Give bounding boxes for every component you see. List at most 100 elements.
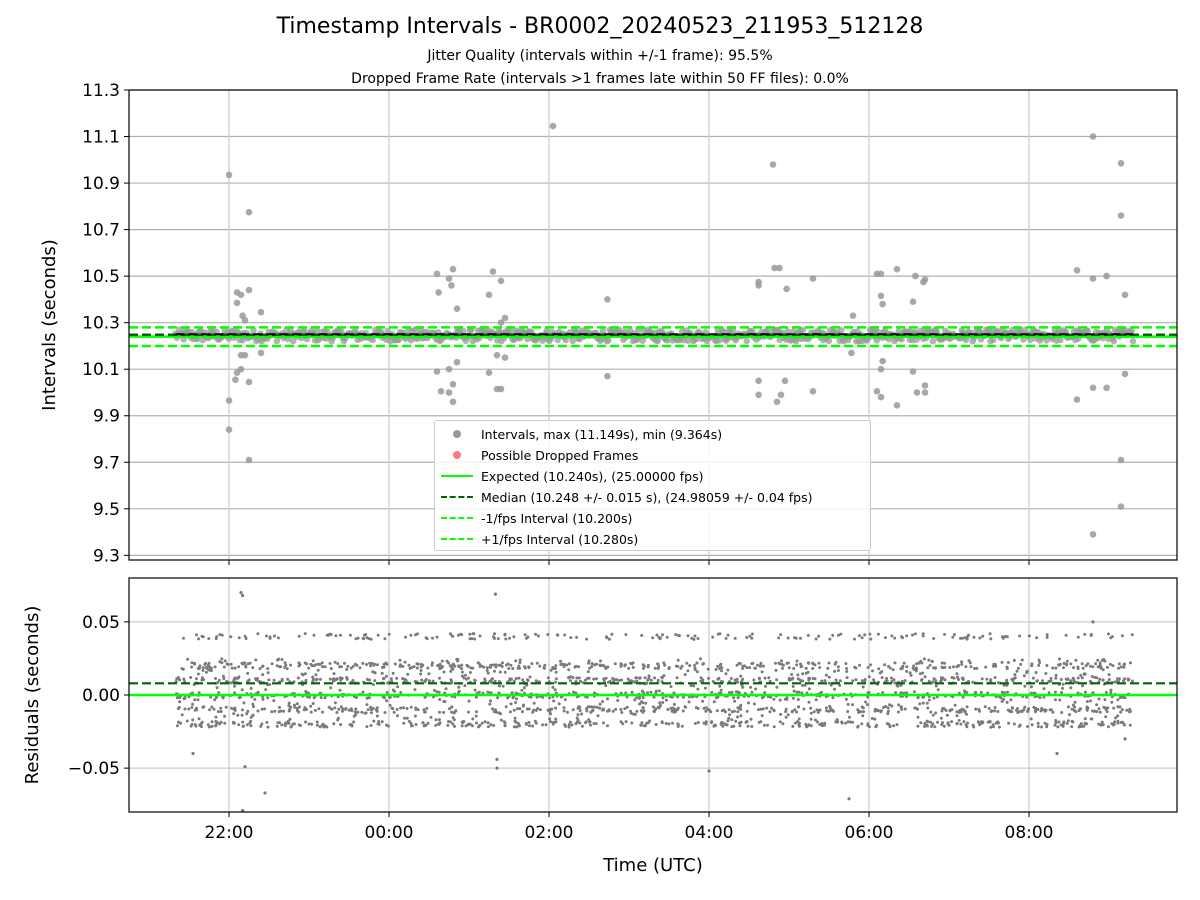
residual-point [693, 634, 697, 638]
residual-point [914, 669, 918, 673]
residual-point [958, 709, 962, 712]
residual-point [942, 707, 946, 711]
residual-point [512, 708, 516, 712]
residual-point [797, 705, 801, 709]
interval-outlier-point [445, 275, 453, 282]
residual-point [456, 633, 460, 637]
interval-outlier-point [809, 275, 817, 282]
residual-point [570, 723, 574, 727]
residual-point [292, 703, 296, 707]
residual-point [1083, 721, 1087, 725]
residual-point [438, 721, 442, 725]
residual-point [1109, 691, 1113, 695]
residual-point [214, 715, 218, 719]
residual-point [543, 663, 547, 667]
residual-point [401, 677, 404, 680]
residual-point [781, 722, 785, 726]
residual-point [1086, 662, 1090, 666]
interval-outlier-point [245, 378, 253, 386]
residual-point [641, 710, 645, 714]
interval-point [929, 337, 937, 345]
residual-point [1037, 658, 1041, 662]
residual-point [522, 703, 525, 707]
residual-point [663, 663, 667, 667]
interval-outlier-point [877, 393, 885, 401]
residual-point [1039, 709, 1043, 713]
residual-point [440, 659, 444, 663]
residual-point [343, 661, 346, 665]
residual-point [596, 714, 600, 718]
residual-point [448, 664, 452, 668]
residual-point [1033, 710, 1037, 714]
residual-point [313, 708, 317, 712]
residual-point [1085, 700, 1089, 703]
residual-point [385, 662, 389, 666]
residual-point [369, 724, 373, 727]
residual-point [592, 677, 596, 681]
residual-point [719, 688, 723, 692]
residual-point [504, 705, 508, 709]
residual-point [1061, 682, 1065, 686]
interval-outlier-point [497, 277, 505, 285]
residual-point [764, 684, 767, 688]
residual-point [905, 669, 909, 673]
residual-point [220, 633, 224, 637]
bottom-y-tick-label: 0.00 [82, 686, 120, 706]
residual-point [750, 632, 754, 636]
residual-point [365, 703, 369, 707]
residual-point [899, 683, 903, 687]
residual-point [438, 676, 441, 680]
residual-point [706, 708, 710, 712]
residual-point [375, 663, 379, 667]
residual-point [860, 636, 864, 640]
residual-point [778, 698, 782, 702]
residual-point [197, 691, 201, 695]
residual-point [466, 676, 470, 680]
residual-point [877, 667, 881, 671]
residual-point [363, 711, 367, 715]
residual-point [373, 679, 377, 683]
residual-point [936, 688, 940, 692]
residual-point [598, 706, 602, 710]
residual-point [1023, 684, 1027, 688]
residual-point [927, 679, 931, 683]
residual-point [399, 691, 403, 694]
residual-point [268, 635, 272, 639]
residual-point [314, 673, 318, 677]
residual-point [748, 634, 752, 638]
residual-point [1002, 698, 1006, 701]
residual-point [823, 679, 827, 683]
residual-point [635, 709, 639, 713]
residual-point [661, 633, 664, 637]
residual-points [174, 591, 1134, 813]
residual-point [851, 720, 854, 724]
residual-point [557, 702, 561, 706]
residual-point [693, 722, 697, 725]
residual-point [1051, 710, 1055, 714]
residual-point [647, 674, 651, 678]
residual-point [196, 672, 200, 676]
residual-point [333, 660, 337, 664]
residual-point [730, 690, 734, 694]
residual-point [207, 668, 211, 672]
residual-point [599, 659, 602, 663]
residual-point [846, 702, 850, 706]
residual-point [1064, 677, 1068, 681]
residual-point [1045, 633, 1049, 637]
interval-outlier-point [437, 388, 445, 395]
residual-point [576, 713, 580, 717]
residual-point [955, 714, 959, 718]
residual-point [333, 701, 337, 705]
residual-point [965, 725, 969, 729]
residual-point [1083, 717, 1087, 721]
residual-point [483, 679, 487, 683]
residual-point [709, 710, 713, 714]
residual-point [784, 710, 788, 714]
interval-outlier-point [1073, 396, 1081, 403]
residual-point [478, 634, 482, 638]
residual-outlier-point [493, 592, 497, 596]
residual-outlier-point [1091, 620, 1095, 624]
residual-point [1110, 700, 1114, 704]
residual-point [280, 723, 284, 727]
residual-point [828, 704, 832, 708]
